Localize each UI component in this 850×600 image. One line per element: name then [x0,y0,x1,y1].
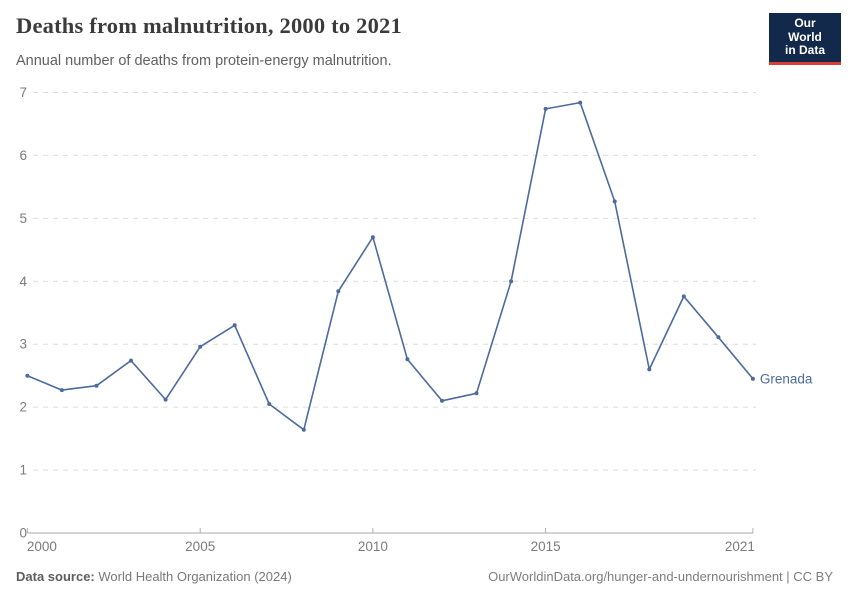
y-tick-label: 2 [19,400,27,415]
data-point[interactable] [301,427,306,432]
data-source-label: Data source: [16,569,95,584]
data-source: Data source: World Health Organization (… [16,569,292,584]
data-point[interactable] [509,279,514,284]
data-line-grenada[interactable] [26,101,754,431]
x-tick-label: 2005 [185,539,215,554]
data-point[interactable] [716,335,721,340]
series-label-grenada[interactable]: Grenada [760,371,813,386]
line-chart[interactable]: 0 1 2 3 4 5 6 7 2000 2005 2010 2015 2021 Grenada [0,85,850,563]
owid-logo-line2: in Data [784,43,825,57]
data-point[interactable] [94,383,99,388]
data-point[interactable] [370,235,375,240]
y-tick-label: 1 [19,463,27,478]
data-point[interactable] [612,199,617,204]
data-point[interactable] [267,402,272,406]
y-tick-label: 3 [19,337,27,352]
data-point[interactable] [750,376,755,381]
data-point[interactable] [440,398,444,403]
x-tick-label: 2015 [531,539,561,554]
y-tick-label: 6 [19,148,27,163]
data-point[interactable] [59,388,64,393]
data-point[interactable] [163,397,168,402]
data-point[interactable] [232,323,237,328]
data-point[interactable] [578,100,583,105]
x-tick-label: 2000 [27,539,57,554]
x-tick-label: 2021 [725,539,755,554]
data-point[interactable] [336,289,341,294]
y-tick-label: 0 [19,526,27,541]
chart-subtitle: Annual number of deaths from protein-ene… [16,53,392,69]
owid-logo-line1: Our World [788,16,822,44]
data-point[interactable] [681,294,686,299]
data-source-text: World Health Organization (2024) [98,569,292,584]
x-tick-label: 2010 [358,539,388,554]
y-tick-label: 4 [19,274,27,289]
attribution-link[interactable]: OurWorldinData.org/hunger-and-undernouri… [488,569,833,584]
y-tick-label: 7 [19,85,27,100]
data-point[interactable] [474,391,479,396]
chart-title: Deaths from malnutrition, 2000 to 2021 [16,13,402,38]
data-point[interactable] [543,106,548,111]
data-point[interactable] [198,344,203,349]
data-point[interactable] [647,367,652,372]
data-point[interactable] [405,357,410,362]
data-point[interactable] [129,358,133,363]
data-point[interactable] [25,373,30,378]
owid-logo: Our World in Data [769,13,841,65]
y-tick-label: 5 [19,211,27,226]
chart-footer: Data source: World Health Organization (… [16,569,833,584]
